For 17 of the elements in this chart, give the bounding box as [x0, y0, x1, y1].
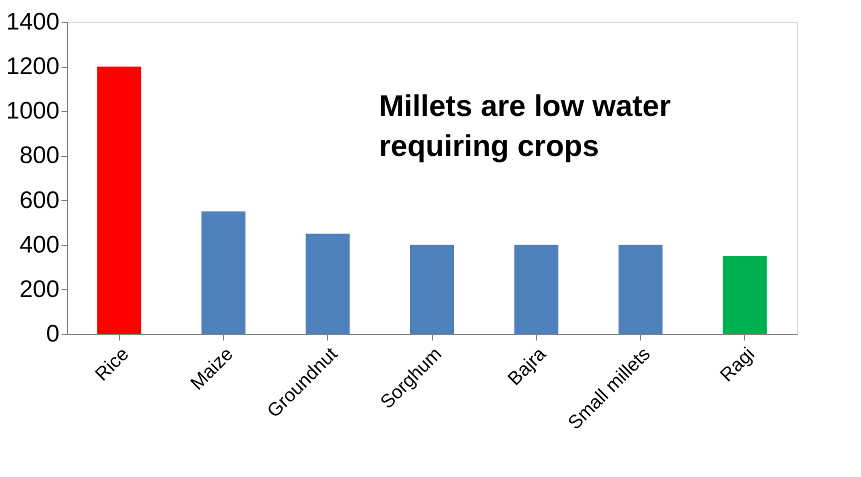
bar — [410, 244, 454, 334]
y-tick-label: 200 — [19, 276, 60, 303]
x-tick-label: Rice — [92, 344, 134, 386]
bar — [201, 211, 246, 334]
y-tick-label: 600 — [19, 186, 60, 214]
y-tick-label: 800 — [19, 142, 60, 170]
annotation: Millets are low water requiring crops — [379, 90, 672, 163]
y-tick-label: 0 — [46, 320, 60, 348]
bar — [618, 244, 663, 334]
bar — [306, 234, 350, 334]
y-tick-label: 400 — [19, 231, 60, 258]
y-tick-label: 1000 — [6, 98, 60, 125]
y-tick-label: 1400 — [6, 8, 60, 36]
bar — [514, 244, 558, 334]
bar — [97, 66, 142, 334]
bar — [722, 256, 767, 334]
y-tick-label: 1200 — [6, 53, 60, 80]
